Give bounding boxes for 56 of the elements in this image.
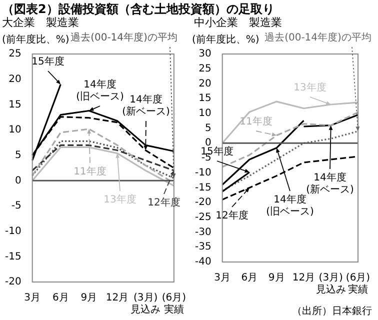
y-tick-label: 25 [8, 48, 22, 60]
y-tick-label: -40 [194, 256, 212, 268]
y-tick-label: -30 [194, 226, 212, 238]
text: （出所）日本銀行 [292, 304, 372, 318]
x-tick-label: (6月) 実績 [162, 292, 186, 316]
x-tick-label: (6月) 実績 [346, 272, 370, 296]
legend-label: 14年度 (旧ベース) [76, 78, 124, 103]
y-tick-label: 30 [198, 48, 212, 60]
text: 過去(00-14年度)の平均 [264, 32, 372, 44]
y-axis-title: (前年度比、%) [192, 34, 260, 46]
y-tick-label: -15 [194, 182, 212, 194]
line-series [222, 111, 359, 168]
legend-label: 12年度 [216, 210, 248, 222]
y-tick-label: -10 [194, 167, 212, 178]
y-tick-label: -5 [201, 152, 212, 164]
y-tick-label: 20 [198, 78, 212, 90]
x-tick-label: (3月) 見込み [316, 272, 346, 296]
x-tick-label: 3月 [214, 272, 231, 284]
x-tick-label: 3月 [24, 292, 41, 304]
y-tick-label: 15 [8, 99, 22, 110]
chart-title: （図表2）設備投資額（含む土地投資額）の足取り [2, 1, 274, 17]
series-label: 13年度 [294, 82, 326, 94]
x-tick-label: 9月 [268, 272, 285, 284]
y-tick-label: 0 [14, 175, 22, 186]
text: 14年度 (旧ベース) [266, 194, 314, 218]
y-tick-label: -20 [194, 197, 212, 208]
x-tick-label: 6月 [241, 272, 258, 284]
text: 11年度 [74, 166, 106, 178]
text: 14年度 (新ベース) [306, 172, 354, 196]
series-label: 11年度 [240, 116, 272, 128]
y-tick-label: 10 [198, 108, 212, 120]
text: 過去(00-14年度)の平均 [70, 32, 178, 44]
y-tick-label: -5 [11, 200, 22, 212]
chart-subtitle: 大企業 製造業 [2, 16, 79, 30]
y-tick-label: 20 [8, 74, 22, 85]
y-tick-label: -15 [4, 251, 22, 262]
x-tick-label: (3月) 見込み [130, 292, 161, 316]
y-tick-label: 5 [204, 122, 212, 134]
y-tick-label: -25 [194, 212, 212, 224]
y-tick-label: 10 [8, 124, 22, 136]
y-axis-title: (前年度比、%) [2, 34, 70, 46]
y-tick-label: 15 [198, 93, 212, 104]
chart-subtitle: 中小企業 製造業 [194, 16, 282, 30]
x-tick-label: 9月 [80, 292, 98, 304]
y-tick-label: 5 [14, 150, 22, 161]
y-tick-label: -35 [194, 242, 212, 253]
y-tick-label: -20 [4, 276, 22, 288]
y-tick-label: -10 [4, 226, 22, 237]
x-tick-label: 6月 [52, 292, 69, 304]
text: 13年度 [104, 194, 136, 206]
x-tick-label: 12月 [292, 272, 316, 284]
series-label: 14年度 (新ベース) [122, 94, 170, 118]
series-label: 15年度 [32, 56, 64, 68]
x-tick-label: 12月 [106, 292, 129, 304]
line-series [32, 128, 175, 184]
y-tick-label: 25 [198, 63, 212, 74]
